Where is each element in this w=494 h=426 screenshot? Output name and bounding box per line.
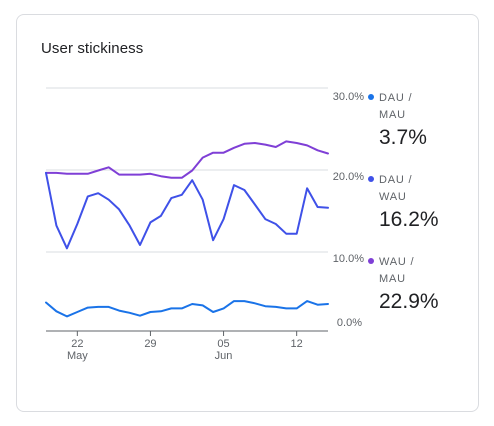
legend-dot-icon bbox=[368, 176, 374, 182]
y-tick-label: 0.0% bbox=[337, 317, 362, 329]
legend-item: WAU / MAU 22.9% bbox=[368, 254, 439, 314]
y-tick-label: 10.0% bbox=[333, 253, 364, 265]
legend-label: WAU / MAU bbox=[379, 256, 415, 285]
legend-dot-icon bbox=[368, 94, 374, 100]
y-tick-label: 30.0% bbox=[333, 91, 364, 103]
series-line-wau-mau bbox=[45, 140, 329, 179]
legend-head: WAU / MAU bbox=[368, 254, 439, 288]
legend-item: DAU / WAU 16.2% bbox=[368, 172, 439, 232]
legend-head: DAU / MAU bbox=[368, 90, 427, 124]
legend-value: 16.2% bbox=[379, 208, 439, 231]
legend-label: DAU / WAU bbox=[379, 174, 413, 203]
legend-value: 22.9% bbox=[379, 290, 439, 313]
x-tick-label: 29 bbox=[144, 338, 156, 350]
series-line-dau-wau bbox=[45, 171, 329, 250]
x-tick-month-label: Jun bbox=[215, 350, 233, 362]
x-tick-label: 12 bbox=[291, 338, 303, 350]
legend-head: DAU / WAU bbox=[368, 172, 439, 206]
legend-value: 3.7% bbox=[379, 126, 427, 149]
series-line-dau-mau bbox=[45, 300, 329, 318]
x-tick-label: 22 bbox=[71, 338, 83, 350]
legend-dot-icon bbox=[368, 258, 374, 264]
legend-item: DAU / MAU 3.7% bbox=[368, 90, 427, 150]
y-tick-label: 20.0% bbox=[333, 171, 364, 183]
user-stickiness-card: User stickiness bbox=[16, 14, 479, 412]
legend-label: DAU / MAU bbox=[379, 92, 413, 121]
x-tick-month-label: May bbox=[67, 350, 88, 362]
card-title: User stickiness bbox=[41, 40, 144, 57]
x-tick-label: 05 bbox=[217, 338, 229, 350]
